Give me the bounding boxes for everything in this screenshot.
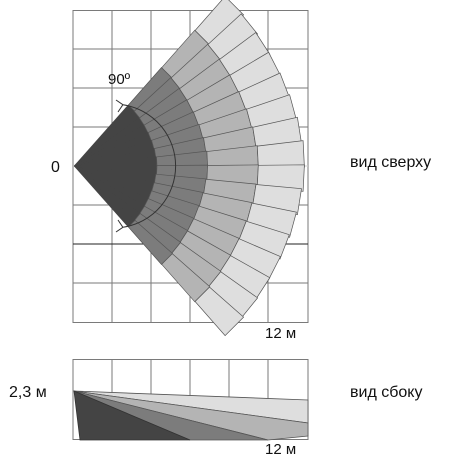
- angle-label: 90º: [108, 71, 131, 88]
- beam-8-segment-1: [74, 156, 157, 167]
- beam-7-segment-1: [74, 148, 156, 167]
- side-zone-dark: [73, 390, 191, 441]
- beam-14-segment-1: [73, 165, 145, 215]
- beam-13-segment-1: [73, 165, 149, 208]
- detection-beams: [73, 0, 305, 337]
- beam-16-segment-1: [73, 165, 136, 228]
- side-view: 2,3 м 12 м вид сбоку: [9, 359, 422, 457]
- beam-6-segment-1: [73, 140, 155, 167]
- arc-arrow-top: [115, 99, 124, 113]
- beam-1-segment-1: [73, 104, 136, 167]
- top-view-label: вид сверху: [350, 154, 431, 171]
- beam-3-segment-1: [73, 117, 145, 167]
- top-view-distance-label: 12 м: [265, 325, 296, 342]
- beam-16-segment-4: [194, 286, 245, 337]
- beam-15-segment-1: [73, 165, 141, 222]
- height-label: 2,3 м: [9, 384, 47, 401]
- origin-label: 0: [51, 159, 60, 176]
- top-view: 90º 0 12 м вид сверху: [51, 0, 431, 342]
- beam-5-segment-1: [73, 132, 152, 167]
- arc-arrow-bottom: [115, 219, 124, 233]
- angle-arc: [122, 104, 177, 228]
- side-view-label: вид сбоку: [350, 384, 422, 401]
- beam-2-segment-1: [73, 110, 141, 167]
- side-view-distance-label: 12 м: [265, 441, 296, 457]
- beam-4-segment-1: [73, 124, 149, 167]
- beam-16-segment-3: [161, 253, 211, 303]
